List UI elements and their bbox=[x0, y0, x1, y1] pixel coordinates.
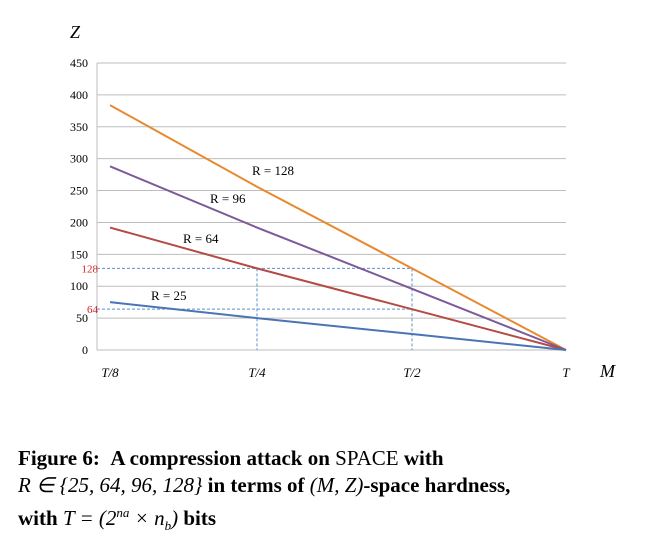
y-tick-label: 400 bbox=[70, 88, 88, 102]
y-tick-label: 50 bbox=[76, 311, 88, 325]
y-axis-ticks: 0 50 100 150 200 250 300 350 400 450 bbox=[70, 56, 88, 357]
y-tick-label: 250 bbox=[70, 184, 88, 198]
series-lines bbox=[109, 104, 567, 351]
caption-text-6: bits bbox=[183, 506, 217, 530]
y-tick-label: 100 bbox=[70, 279, 88, 293]
caption-subscript: b bbox=[164, 518, 172, 534]
series-label: R = 96 bbox=[210, 191, 246, 206]
series-label: R = 128 bbox=[252, 163, 294, 178]
caption-t-eq: T = (2 bbox=[62, 506, 117, 530]
reference-dashed-lines: 128 64 bbox=[82, 263, 413, 350]
caption-space-word: SPACE bbox=[335, 446, 399, 470]
series-labels: R = 128 R = 96 R = 64 R = 25 bbox=[151, 163, 294, 303]
caption-text-1: A compression attack on bbox=[110, 446, 330, 470]
x-tick-label: T/8 bbox=[101, 365, 119, 380]
y-tick-label: 300 bbox=[70, 152, 88, 166]
x-tick-label: T/2 bbox=[403, 365, 421, 380]
caption-figure-number: Figure 6: bbox=[18, 446, 100, 470]
caption-text-4: -space hardness, bbox=[363, 473, 511, 497]
series-line bbox=[109, 165, 567, 351]
series-line bbox=[109, 104, 567, 351]
series-line bbox=[109, 301, 567, 351]
y-tick-label: 150 bbox=[70, 247, 88, 261]
x-axis-ticks: T/8 T/4 T/2 T bbox=[101, 365, 570, 380]
series-label: R = 25 bbox=[151, 288, 187, 303]
y-axis-label: Z bbox=[70, 22, 81, 42]
caption-exponent: na bbox=[116, 505, 130, 520]
y-tick-label: 200 bbox=[70, 215, 88, 229]
caption-times-n: × n bbox=[129, 506, 165, 530]
caption-r-set: R ∈ {25, 64, 96, 128} bbox=[18, 473, 203, 497]
y-tick-label: 0 bbox=[82, 343, 88, 357]
x-tick-label: T/4 bbox=[248, 365, 266, 380]
x-tick-label: T bbox=[562, 365, 570, 380]
ref-tick-label: 64 bbox=[87, 304, 99, 316]
x-axis-label: M bbox=[599, 361, 616, 381]
series-label: R = 64 bbox=[183, 231, 219, 246]
chart-area: 128 64 0 50 100 150 200 250 300 350 400 450 T/8 T/4… bbox=[70, 22, 616, 381]
y-tick-label: 450 bbox=[70, 56, 88, 70]
caption-text-2: with bbox=[403, 446, 444, 470]
gridlines bbox=[96, 62, 566, 351]
caption-mz: (M, Z) bbox=[309, 473, 364, 497]
caption-text-3: in terms of bbox=[207, 473, 305, 497]
caption-text-5: with bbox=[18, 506, 58, 530]
series-line bbox=[109, 226, 567, 351]
caption-close-paren: ) bbox=[171, 506, 179, 530]
y-tick-label: 350 bbox=[70, 120, 88, 134]
ref-tick-label: 128 bbox=[82, 263, 99, 275]
figure-caption: Figure 6: A compression attack on SPACE … bbox=[18, 445, 648, 539]
